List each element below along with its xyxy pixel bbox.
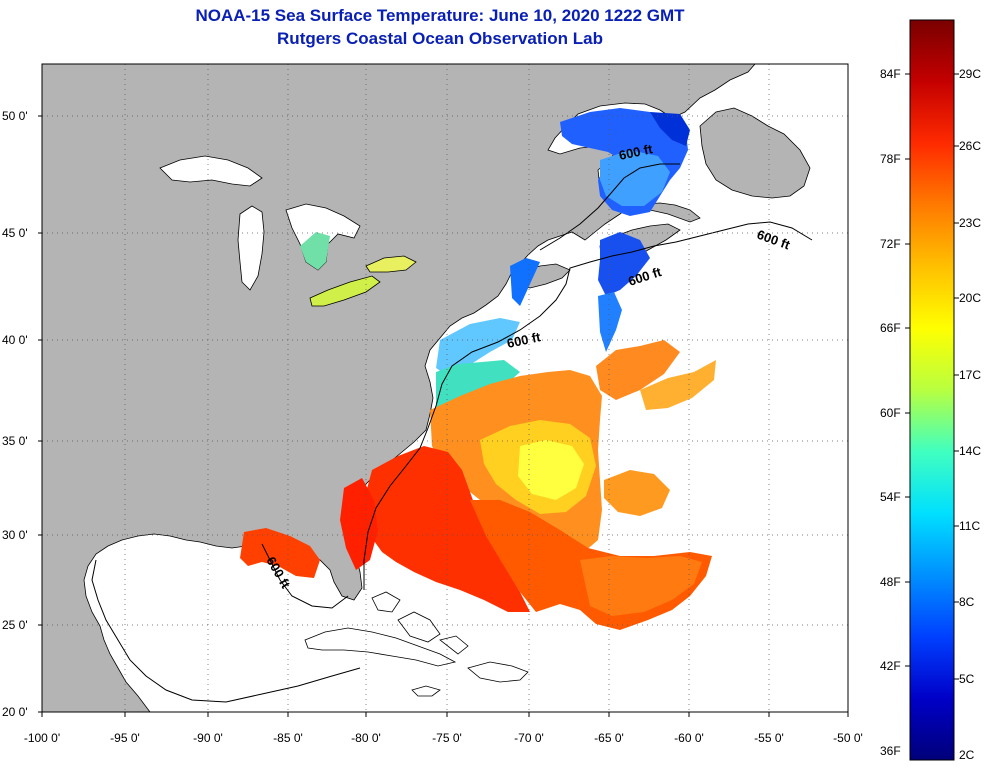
longitude-labels: -100 0' -95 0' -90 0' -85 0' -80 0' -75 0' -70… bbox=[24, 712, 863, 745]
lake-ontario bbox=[365, 255, 417, 273]
colorbar-f-label: 42F bbox=[880, 659, 901, 673]
latitude-labels: 50 0' 45 0' 40 0' 35 0' 30 0' 25 0' 20 0' bbox=[2, 109, 42, 719]
lake-superior bbox=[159, 155, 263, 187]
graticule bbox=[42, 64, 848, 712]
lon-label: -90 0' bbox=[193, 731, 223, 745]
land-cuba bbox=[304, 627, 457, 667]
lake-huron-sst bbox=[300, 232, 330, 270]
colorbar-f-label: 72F bbox=[880, 237, 901, 251]
colorbar-c-label: 5C bbox=[959, 672, 975, 686]
lon-label: -50 0' bbox=[833, 731, 863, 745]
lon-label: -55 0' bbox=[754, 731, 784, 745]
colorbar-f-label: 60F bbox=[880, 406, 901, 420]
colorbar-c-label: 14C bbox=[959, 444, 981, 458]
colorbar-c-label: 26C bbox=[959, 139, 981, 153]
map-frame bbox=[41, 63, 849, 713]
lat-label: 30 0' bbox=[2, 528, 28, 542]
lat-label: 50 0' bbox=[2, 109, 28, 123]
colorbar-f-label: 48F bbox=[880, 575, 901, 589]
colorbar-c-label: 29C bbox=[959, 67, 981, 81]
colorbar-f-label: 84F bbox=[880, 67, 901, 81]
lon-label: -85 0' bbox=[273, 731, 303, 745]
chart-subtitle: Rutgers Coastal Ocean Observation Lab bbox=[277, 29, 603, 48]
lon-label: -80 0' bbox=[351, 731, 381, 745]
colorbar-f-label: 54F bbox=[880, 490, 901, 504]
lon-label: -95 0' bbox=[110, 731, 140, 745]
contour-600ft bbox=[91, 163, 813, 703]
colorbar-f-label: 78F bbox=[880, 152, 901, 166]
sst-field bbox=[240, 108, 716, 630]
lat-label: 20 0' bbox=[2, 705, 28, 719]
colorbar-celsius-labels: 29C 26C 23C 20C 17C 14C 11C 8C 5C 2C bbox=[954, 67, 981, 762]
land-jamaica bbox=[411, 685, 441, 697]
lat-label: 40 0' bbox=[2, 333, 28, 347]
lat-label: 25 0' bbox=[2, 618, 28, 632]
colorbar-c-label: 11C bbox=[959, 519, 980, 533]
lake-michigan bbox=[237, 205, 265, 291]
colorbar-fahrenheit-labels: 84F 78F 72F 66F 60F 54F 48F 42F 36F bbox=[880, 67, 910, 758]
lat-label: 35 0' bbox=[2, 434, 28, 448]
contour-label-1: 600 ft bbox=[506, 329, 543, 351]
lon-label: -100 0' bbox=[24, 731, 60, 745]
chart-title: NOAA-15 Sea Surface Temperature: June 10… bbox=[195, 6, 685, 25]
contour-label-2: 600 ft bbox=[618, 141, 655, 163]
bahamas-banks bbox=[371, 591, 469, 655]
lat-label: 45 0' bbox=[2, 226, 28, 240]
colorbar-f-label: 36F bbox=[880, 744, 901, 758]
colorbar-c-label: 8C bbox=[959, 595, 975, 609]
colorbar-c-label: 20C bbox=[959, 291, 981, 305]
lon-label: -65 0' bbox=[594, 731, 624, 745]
land-newfoundland bbox=[699, 107, 811, 199]
lon-label: -70 0' bbox=[514, 731, 544, 745]
colorbar-c-label: 23C bbox=[959, 216, 981, 230]
lon-label: -60 0' bbox=[674, 731, 704, 745]
land-hispaniola bbox=[467, 661, 529, 683]
lon-label: -75 0' bbox=[432, 731, 462, 745]
colorbar bbox=[909, 19, 955, 761]
colorbar-f-label: 66F bbox=[880, 321, 901, 335]
lake-erie bbox=[309, 275, 381, 307]
colorbar-c-label: 17C bbox=[959, 368, 981, 382]
colorbar-c-label: 2C bbox=[959, 748, 975, 762]
